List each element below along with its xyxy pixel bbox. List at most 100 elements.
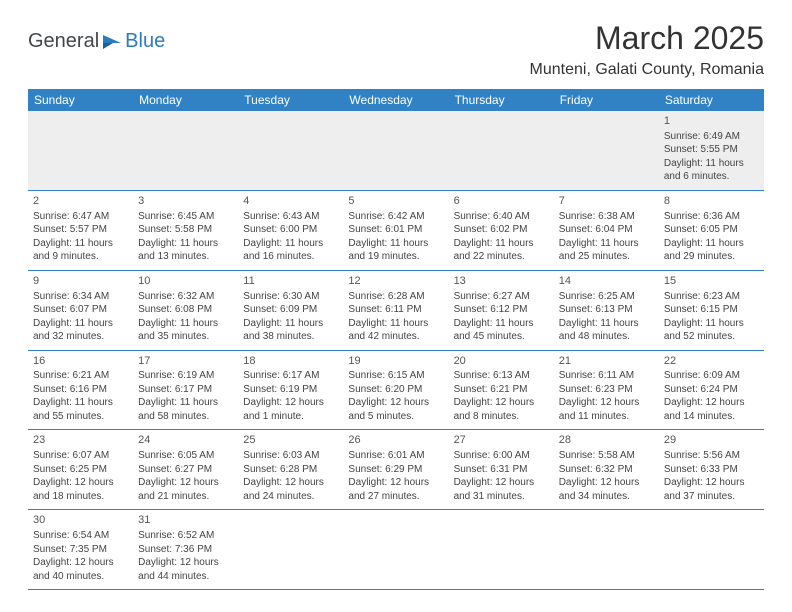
cell-line: Sunrise: 6:54 AM — [33, 529, 128, 543]
cell-line: Daylight: 12 hours — [664, 476, 759, 490]
cell-line: Sunset: 6:33 PM — [664, 463, 759, 477]
cell-line: Sunset: 6:28 PM — [243, 463, 338, 477]
cell-line: and 42 minutes. — [348, 330, 443, 344]
calendar-cell: 4Sunrise: 6:43 AMSunset: 6:00 PMDaylight… — [238, 190, 343, 270]
col-saturday: Saturday — [659, 89, 764, 111]
cell-line: and 18 minutes. — [33, 490, 128, 504]
cell-line: Sunset: 6:20 PM — [348, 383, 443, 397]
day-number: 23 — [33, 433, 128, 448]
cell-line: and 8 minutes. — [454, 410, 549, 424]
day-number: 7 — [559, 194, 654, 209]
cell-line: Sunset: 6:24 PM — [664, 383, 759, 397]
calendar-cell — [238, 510, 343, 590]
day-number: 21 — [559, 354, 654, 369]
cell-line: Sunrise: 6:05 AM — [138, 449, 233, 463]
calendar-cell: 21Sunrise: 6:11 AMSunset: 6:23 PMDayligh… — [554, 350, 659, 430]
cell-line: Sunrise: 5:56 AM — [664, 449, 759, 463]
cell-line: and 22 minutes. — [454, 250, 549, 264]
cell-line: Sunset: 6:05 PM — [664, 223, 759, 237]
cell-line: Sunset: 5:55 PM — [664, 143, 759, 157]
calendar-cell — [343, 510, 448, 590]
calendar-cell: 28Sunrise: 5:58 AMSunset: 6:32 PMDayligh… — [554, 430, 659, 510]
cell-line: and 44 minutes. — [138, 570, 233, 584]
cell-line: and 13 minutes. — [138, 250, 233, 264]
cell-line: Daylight: 11 hours — [243, 237, 338, 251]
day-number: 5 — [348, 194, 443, 209]
day-number: 17 — [138, 354, 233, 369]
cell-line: and 55 minutes. — [33, 410, 128, 424]
calendar-cell: 15Sunrise: 6:23 AMSunset: 6:15 PMDayligh… — [659, 270, 764, 350]
calendar-week-row: 2Sunrise: 6:47 AMSunset: 5:57 PMDaylight… — [28, 190, 764, 270]
cell-line: Sunset: 6:12 PM — [454, 303, 549, 317]
cell-line: Daylight: 11 hours — [33, 317, 128, 331]
day-number: 6 — [454, 194, 549, 209]
logo-text-blue: Blue — [125, 30, 165, 53]
calendar-cell: 12Sunrise: 6:28 AMSunset: 6:11 PMDayligh… — [343, 270, 448, 350]
cell-line: Sunrise: 6:45 AM — [138, 210, 233, 224]
calendar-cell: 1Sunrise: 6:49 AMSunset: 5:55 PMDaylight… — [659, 111, 764, 190]
cell-line: and 21 minutes. — [138, 490, 233, 504]
cell-line: Daylight: 12 hours — [559, 396, 654, 410]
cell-line: Sunset: 5:58 PM — [138, 223, 233, 237]
cell-line: Daylight: 12 hours — [138, 556, 233, 570]
cell-line: and 19 minutes. — [348, 250, 443, 264]
cell-line: Sunrise: 6:11 AM — [559, 369, 654, 383]
calendar-cell: 19Sunrise: 6:15 AMSunset: 6:20 PMDayligh… — [343, 350, 448, 430]
cell-line: Daylight: 12 hours — [664, 396, 759, 410]
cell-line: Sunrise: 6:01 AM — [348, 449, 443, 463]
cell-line: Sunset: 6:21 PM — [454, 383, 549, 397]
cell-line: Sunrise: 6:00 AM — [454, 449, 549, 463]
cell-line: Daylight: 11 hours — [664, 157, 759, 171]
calendar-cell — [449, 510, 554, 590]
cell-line: Daylight: 12 hours — [33, 476, 128, 490]
cell-line: Sunrise: 5:58 AM — [559, 449, 654, 463]
cell-line: Sunset: 7:35 PM — [33, 543, 128, 557]
calendar-table: Sunday Monday Tuesday Wednesday Thursday… — [28, 89, 764, 590]
day-number: 29 — [664, 433, 759, 448]
cell-line: Daylight: 12 hours — [559, 476, 654, 490]
cell-line: Sunset: 5:57 PM — [33, 223, 128, 237]
calendar-cell: 26Sunrise: 6:01 AMSunset: 6:29 PMDayligh… — [343, 430, 448, 510]
cell-line: Sunset: 6:15 PM — [664, 303, 759, 317]
cell-line: Daylight: 11 hours — [33, 396, 128, 410]
col-sunday: Sunday — [28, 89, 133, 111]
day-number: 20 — [454, 354, 549, 369]
day-number: 3 — [138, 194, 233, 209]
day-number: 9 — [33, 274, 128, 289]
col-friday: Friday — [554, 89, 659, 111]
cell-line: Sunset: 6:07 PM — [33, 303, 128, 317]
cell-line: Sunrise: 6:49 AM — [664, 130, 759, 144]
day-number: 27 — [454, 433, 549, 448]
day-number: 31 — [138, 513, 233, 528]
calendar-week-row: 1Sunrise: 6:49 AMSunset: 5:55 PMDaylight… — [28, 111, 764, 190]
cell-line: Sunset: 6:16 PM — [33, 383, 128, 397]
cell-line: and 9 minutes. — [33, 250, 128, 264]
calendar-cell: 24Sunrise: 6:05 AMSunset: 6:27 PMDayligh… — [133, 430, 238, 510]
calendar-body: 1Sunrise: 6:49 AMSunset: 5:55 PMDaylight… — [28, 111, 764, 590]
logo: General Blue — [28, 30, 165, 53]
page-title: March 2025 — [595, 20, 764, 57]
cell-line: Sunrise: 6:34 AM — [33, 290, 128, 304]
calendar-page: General Blue March 2025 Munteni, Galati … — [0, 0, 792, 610]
cell-line: Sunset: 6:17 PM — [138, 383, 233, 397]
calendar-cell — [28, 111, 133, 190]
calendar-week-row: 9Sunrise: 6:34 AMSunset: 6:07 PMDaylight… — [28, 270, 764, 350]
col-tuesday: Tuesday — [238, 89, 343, 111]
day-number: 2 — [33, 194, 128, 209]
cell-line: Sunrise: 6:07 AM — [33, 449, 128, 463]
cell-line: Sunrise: 6:03 AM — [243, 449, 338, 463]
cell-line: Sunset: 6:13 PM — [559, 303, 654, 317]
calendar-cell: 14Sunrise: 6:25 AMSunset: 6:13 PMDayligh… — [554, 270, 659, 350]
calendar-cell: 16Sunrise: 6:21 AMSunset: 6:16 PMDayligh… — [28, 350, 133, 430]
day-number: 30 — [33, 513, 128, 528]
cell-line: Sunset: 7:36 PM — [138, 543, 233, 557]
cell-line: Sunset: 6:23 PM — [559, 383, 654, 397]
cell-line: Sunrise: 6:13 AM — [454, 369, 549, 383]
cell-line: Daylight: 11 hours — [559, 237, 654, 251]
calendar-cell: 17Sunrise: 6:19 AMSunset: 6:17 PMDayligh… — [133, 350, 238, 430]
cell-line: and 31 minutes. — [454, 490, 549, 504]
cell-line: Sunrise: 6:38 AM — [559, 210, 654, 224]
calendar-cell: 25Sunrise: 6:03 AMSunset: 6:28 PMDayligh… — [238, 430, 343, 510]
header-row-days: Sunday Monday Tuesday Wednesday Thursday… — [28, 89, 764, 111]
cell-line: Daylight: 11 hours — [138, 396, 233, 410]
